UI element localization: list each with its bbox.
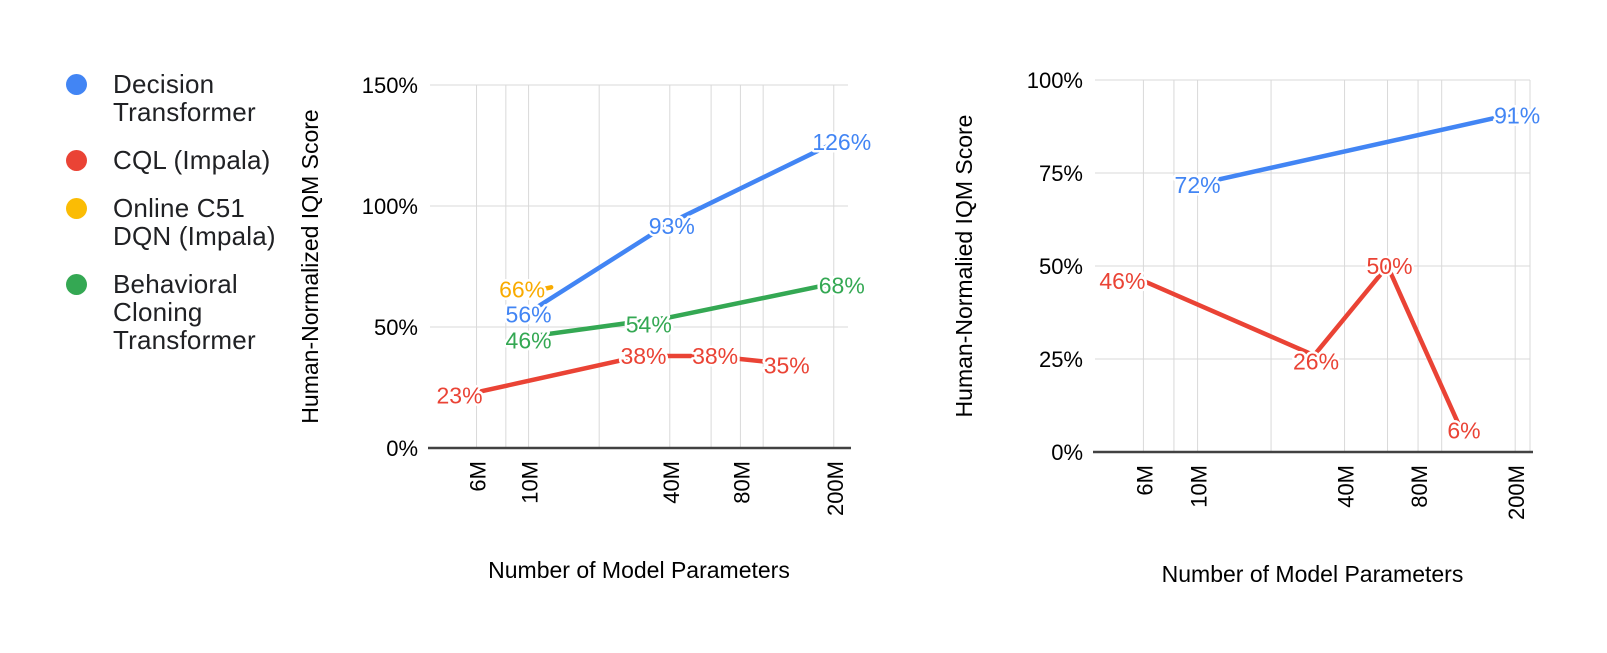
legend-dot-blue xyxy=(66,74,87,95)
chart-legend: Decision Transformer CQL (Impala) Online… xyxy=(66,70,276,354)
data-label: 126% xyxy=(812,129,871,155)
y-tick-label: 150% xyxy=(362,73,418,98)
legend-item-decision-transformer: Decision Transformer xyxy=(66,70,276,126)
data-label: 50% xyxy=(1367,253,1413,279)
y-tick-label: 25% xyxy=(1039,347,1083,372)
data-label: 23% xyxy=(436,382,482,408)
gridlines xyxy=(1095,79,1531,452)
x-tick-label: 200M xyxy=(1504,465,1529,520)
x-tick-label: 40M xyxy=(1334,465,1359,508)
legend-label: CQL (Impala) xyxy=(113,145,271,175)
gridlines xyxy=(430,84,848,448)
data-label: 35% xyxy=(764,352,810,378)
legend-label: Online C51 DQN (Impala) xyxy=(113,193,276,251)
data-label: 54% xyxy=(626,311,672,337)
series-line-decision-transformer xyxy=(526,140,837,315)
data-label: 72% xyxy=(1175,172,1221,198)
legend-label: Behavioral Cloning Transformer xyxy=(113,269,256,355)
x-tick-label: 40M xyxy=(659,461,684,504)
y-tick-label: 0% xyxy=(1051,440,1083,465)
x-tick-label: 10M xyxy=(1187,465,1212,508)
series-line-cql-impala- xyxy=(1141,263,1464,432)
data-label: 68% xyxy=(819,272,865,298)
legend-dot-green xyxy=(66,274,87,295)
data-label: 91% xyxy=(1494,102,1540,128)
chart-left: 56% 93% 126% 23% 38% 38% 35% 66% 46% 54% 68% 0% 50% 1… xyxy=(297,73,874,583)
data-label: 46% xyxy=(506,328,552,354)
data-label: 46% xyxy=(1099,268,1145,294)
y-tick-label: 50% xyxy=(374,315,418,340)
x-tick-label: 80M xyxy=(1407,465,1432,508)
data-label: 38% xyxy=(620,343,666,369)
x-axis-title: Number of Model Parameters xyxy=(1162,561,1464,587)
x-tick-label: 10M xyxy=(518,461,543,504)
data-label: 6% xyxy=(1447,418,1480,444)
data-label: 56% xyxy=(506,301,552,327)
series-line-cql-impala- xyxy=(474,353,784,395)
y-axis-title: Human-Normalied IQM Score xyxy=(951,115,977,418)
y-tick-label: 50% xyxy=(1039,254,1083,279)
legend-label: Decision Transformer xyxy=(113,69,256,127)
x-tick-label: 6M xyxy=(1132,465,1157,496)
x-tick-label: 200M xyxy=(823,461,848,516)
y-tick-label: 75% xyxy=(1039,161,1083,186)
x-axis-title: Number of Model Parameters xyxy=(488,557,790,583)
data-label: 26% xyxy=(1293,348,1339,374)
y-axis-title: Human-Normalized IQM Score xyxy=(297,109,323,423)
legend-item-online-c51-dqn: Online C51 DQN (Impala) xyxy=(66,194,276,250)
series-point-online-c51-dqn-impala- xyxy=(539,285,554,292)
series-line-behavioral-cloning-transformer xyxy=(526,281,837,339)
y-tick-label: 100% xyxy=(362,194,418,219)
legend-dot-red xyxy=(66,150,87,171)
legend-item-behavioral-cloning: Behavioral Cloning Transformer xyxy=(66,270,276,354)
legend-dot-yellow xyxy=(66,198,87,219)
series-line-decision-transformer xyxy=(1195,111,1518,187)
data-label: 66% xyxy=(499,276,545,302)
x-tick-label: 6M xyxy=(466,461,491,492)
data-label: 38% xyxy=(692,343,738,369)
legend-item-cql-impala: CQL (Impala) xyxy=(66,146,276,174)
x-tick-label: 80M xyxy=(729,461,754,504)
data-label: 93% xyxy=(649,213,695,239)
y-tick-label: 0% xyxy=(386,436,418,461)
y-tick-label: 100% xyxy=(1027,68,1083,93)
chart-right: 72% 91% 46% 26% 50% 6% 0% 25% 50% 75% 100% 6M 10M 40M… xyxy=(951,68,1543,587)
